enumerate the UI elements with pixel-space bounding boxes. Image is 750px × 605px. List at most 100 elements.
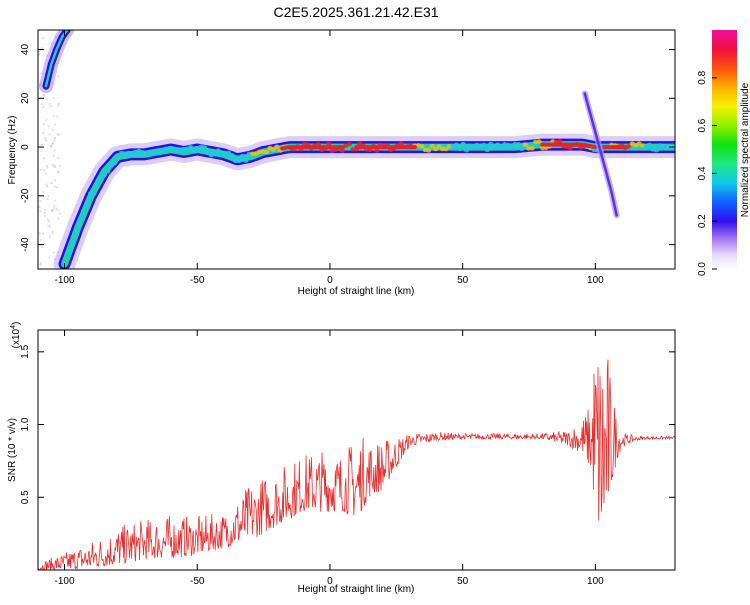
snr-multiplier-close: ) [11, 322, 22, 325]
spectrogram-ridge-cell [239, 153, 245, 159]
snr-x-tick-label: 100 [587, 576, 604, 587]
spectrogram-noise-cell [46, 197, 49, 200]
spectrogram-noise-cell [40, 72, 43, 75]
spectrogram-noise-cell [42, 123, 45, 126]
spectrogram-ridge-cell [484, 147, 490, 153]
colorbar-label: Normalized spectral amplitude [740, 82, 750, 217]
spectrogram-ridge-cell [436, 144, 442, 149]
spectrogram-noise-cell [45, 183, 48, 186]
spectrogram-ridge-cell [274, 144, 280, 149]
spectrogram-noise-cell [57, 75, 60, 78]
spectrogram-noise-cell [45, 172, 48, 175]
spectrogram-ridge-cell [557, 139, 563, 144]
spectrogram-y-tick-label: 0 [20, 144, 31, 150]
spectrogram-noise-cell [50, 105, 53, 108]
spectrogram-ridge-cell [129, 152, 135, 158]
spectrogram-noise-cell [39, 200, 42, 203]
colorbar-tick-label: 0.8 [697, 70, 708, 84]
spectrogram-ridge-cell [326, 141, 332, 147]
spectrogram-noise-cell [57, 104, 60, 107]
spectrogram-noise-cell [48, 102, 51, 105]
figure-title: C2E5.2025.361.21.42.E31 [273, 4, 438, 20]
spectrogram-ridge-cell [536, 139, 542, 144]
spectrogram-noise-cell [42, 94, 45, 97]
spectrogram-ridge-cell [101, 172, 107, 178]
spectrogram-noise-cell [53, 149, 56, 152]
spectrogram-ridge-cell [653, 148, 660, 153]
spectrogram-noise-cell [43, 157, 46, 160]
snr-x-tick-label: -100 [55, 576, 75, 587]
colorbar-tick-label: 0.0 [697, 262, 708, 276]
spectrogram-noise-cell [42, 131, 45, 134]
spectrogram-noise-cell [57, 251, 60, 254]
spectrogram-noise-cell [49, 145, 52, 148]
spectrogram-noise-cell [42, 191, 45, 194]
spectrogram-noise-cell [55, 207, 58, 210]
spectrogram-noise-cell [52, 154, 55, 157]
spectrogram-noise-cell [38, 50, 41, 53]
spectrogram-noise-cell [41, 37, 44, 40]
spectrogram-noise-cell [50, 182, 53, 185]
snr-frame [37, 329, 676, 571]
spectrogram-noise-cell [49, 145, 52, 148]
spectrogram-ridge-core [540, 142, 598, 150]
spectrogram-noise-cell [41, 245, 44, 248]
snr-y-tick-label: 1.5 [20, 344, 31, 358]
spectrogram-noise-cell [42, 106, 45, 109]
spectrogram-noise-cell [52, 251, 55, 254]
spectrogram-noise-cell [48, 225, 51, 228]
snr-x-tick-label: 0 [327, 576, 333, 587]
spectrogram-y-tick-label: 20 [20, 92, 31, 104]
snr-series-line [38, 359, 675, 570]
spectrogram-noise-cell [46, 218, 49, 221]
spectrogram-noise-cell [56, 170, 59, 173]
spectrogram-ridge-cell [115, 156, 121, 161]
spectrogram-noise-cell [39, 261, 42, 264]
spectrogram-noise-cell [39, 263, 42, 266]
spectrogram-noise-cell [43, 211, 46, 214]
spectrogram-noise-cell [45, 118, 48, 121]
spectrogram-ridge-cell [270, 147, 277, 152]
spectrogram-noise-cell [47, 195, 50, 198]
spectrogram-ridge-cell [98, 176, 104, 182]
spectrogram-noise-cell [56, 255, 59, 258]
snr-y-tick-label: 1.0 [20, 417, 31, 431]
svg-text:(x104): (x104) [10, 322, 22, 349]
snr-y-tick-label: 0.5 [20, 490, 31, 504]
spectrogram-noise-cell [59, 165, 62, 168]
spectrogram-y-ticks: -40 -20 0 20 40 [20, 44, 675, 252]
spectrogram-noise-cell [57, 217, 60, 220]
spectrogram-noise-cell [54, 137, 57, 140]
spectrogram-ridge-cell [429, 144, 435, 149]
spectrogram-noise-cell [45, 164, 48, 167]
spectrogram-ridge-cell [567, 145, 573, 151]
spectrogram-noise-cell [46, 166, 49, 169]
colorbar-tick-label: 0.6 [697, 118, 708, 132]
spectrogram-ridge-cell [453, 142, 459, 147]
snr-y-ticks: 0.5 1.0 1.5 [20, 344, 675, 504]
spectrogram-ridge-cell [519, 146, 525, 151]
spectrogram-noise-cell [48, 133, 51, 136]
snr-x-ticks: -100 -50 0 50 100 [55, 330, 604, 587]
spectrogram-ridge-cell [346, 141, 352, 147]
spectrogram-noise-cell [51, 232, 54, 235]
spectrogram-ridge-cell [84, 203, 90, 208]
snr-x-label: Height of straight line (km) [298, 584, 415, 595]
spectrogram-noise-cell [54, 199, 57, 202]
spectrogram-frame [37, 29, 676, 270]
spectrogram-ridge-cell [339, 148, 346, 153]
spectrogram-ridge-cell [426, 148, 432, 153]
spectrogram-noise-cell [48, 220, 51, 223]
spectrogram-ridge-cell [94, 182, 101, 187]
spectrogram-noise-cell [53, 139, 56, 142]
spectrogram-noise-cell [45, 139, 48, 142]
snr-multiplier-exponent: 4 [10, 325, 17, 329]
spectrogram-y-label: Frequency (Hz) [7, 116, 18, 185]
spectrogram-noise-cell [45, 98, 48, 101]
spectrogram-noise-cell [48, 235, 51, 238]
spectrogram-noise-cell [40, 144, 43, 147]
spectrogram-noise-cell [55, 186, 58, 189]
spectrogram-noise-cell [38, 205, 41, 208]
snr-x-tick-label: 50 [457, 576, 469, 587]
